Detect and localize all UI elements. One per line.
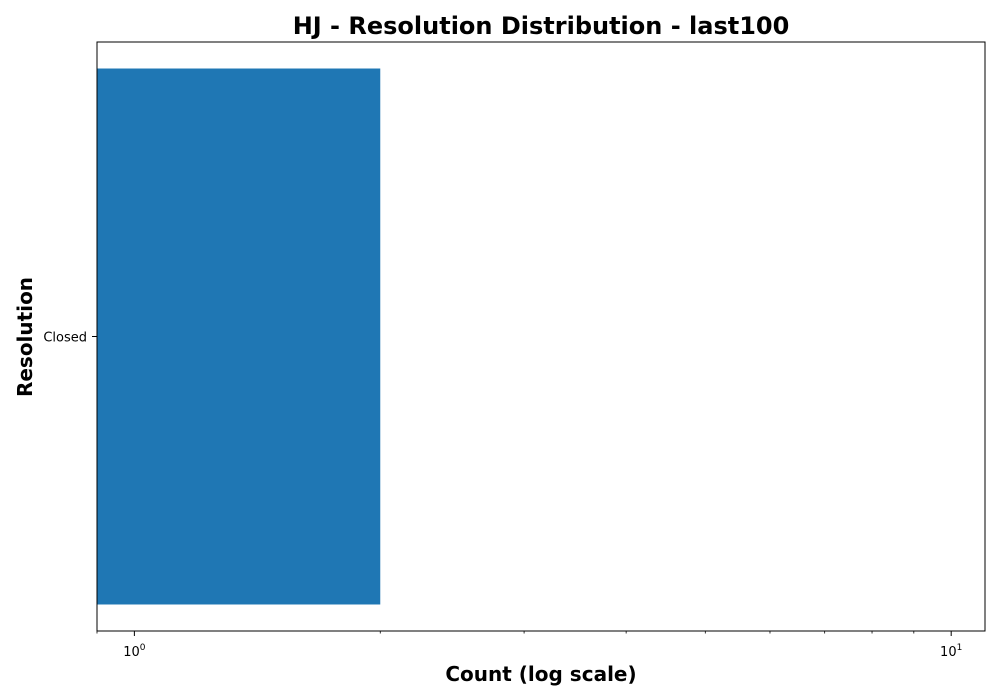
x-axis-ticks: 100 101 [96,631,962,660]
y-axis-label: Resolution [13,277,37,397]
bars-group [97,68,381,605]
y-tick-label: Closed [43,331,87,346]
y-axis-ticks: Closed [43,331,97,346]
x-axis-label: Count (log scale) [445,662,636,686]
x-tick-label: 100 [123,643,146,660]
x-tick-label: 101 [940,643,962,660]
chart-title: HJ - Resolution Distribution - last100 [293,12,790,40]
bar-closed [97,68,381,605]
